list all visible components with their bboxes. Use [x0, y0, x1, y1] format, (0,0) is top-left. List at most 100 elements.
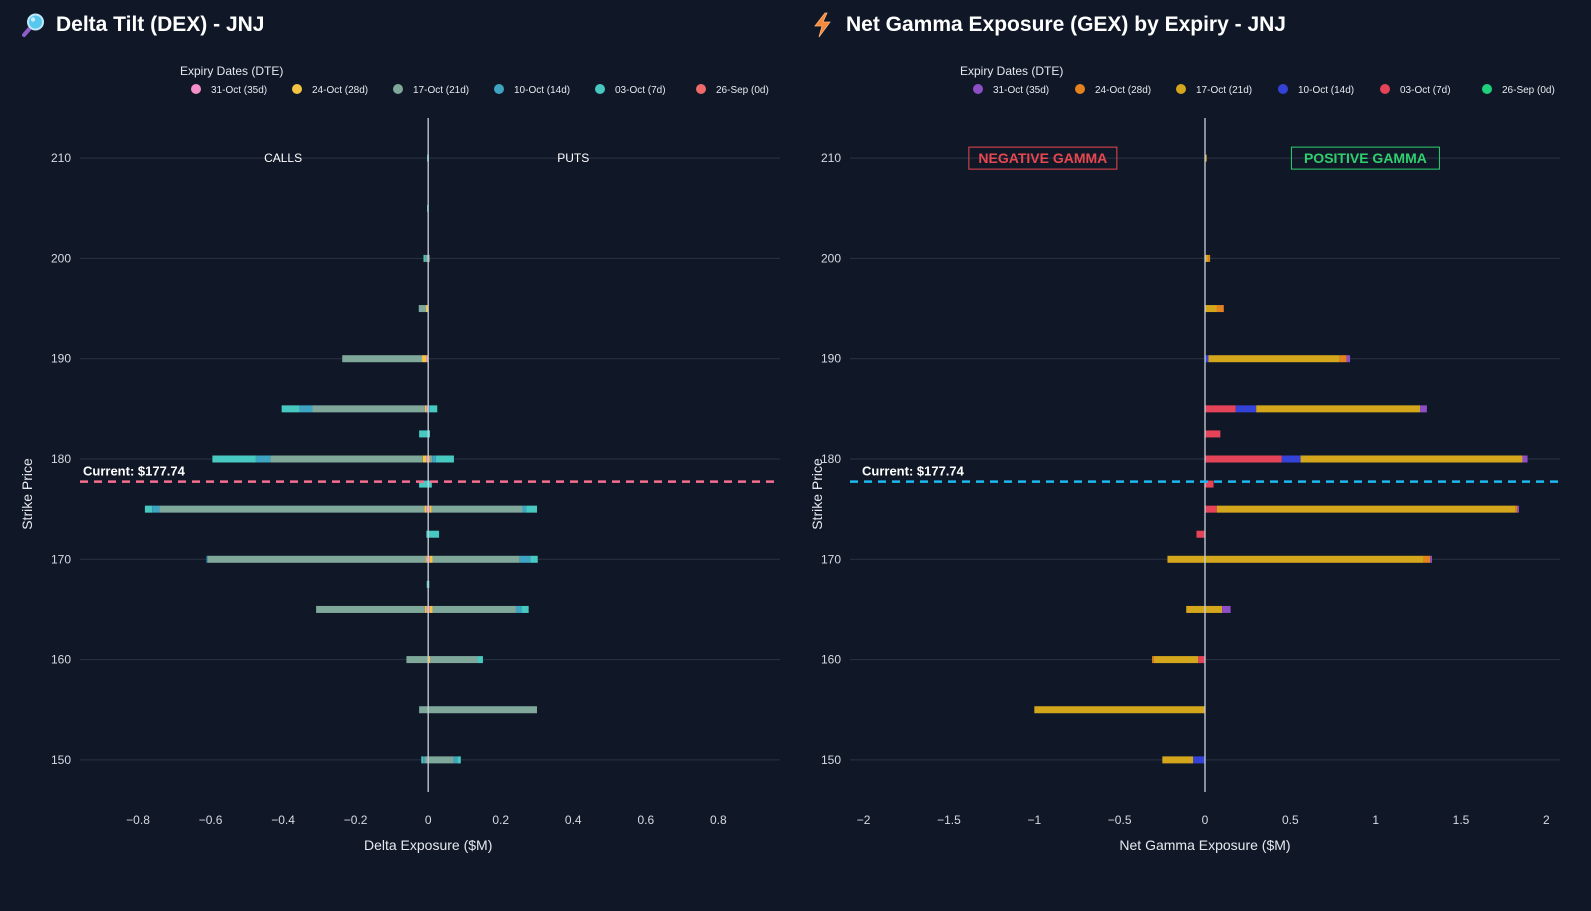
legend-marker-1	[1075, 84, 1085, 94]
legend-label-2: 17-Oct (21d)	[413, 85, 469, 96]
bar-pos-s0-3	[1205, 480, 1214, 488]
x-tick-label-8: 2	[1543, 813, 1550, 827]
bar-pos-s2-11	[428, 756, 454, 764]
lightning-icon	[814, 12, 831, 38]
x-tick-label-1: −1.5	[937, 813, 961, 827]
y-tick-label-210: 210	[51, 151, 71, 165]
bar-neg-s3-5	[1152, 656, 1154, 664]
bar-pos-s1-3	[429, 455, 431, 463]
bar-neg-s0-5	[1196, 530, 1205, 538]
y-tick-label-170: 170	[821, 552, 841, 566]
legend-label-1: 24-Oct (28d)	[1095, 85, 1151, 96]
annotation-1: PUTS	[557, 151, 589, 165]
current-price-label: Current: $177.74	[83, 464, 186, 479]
bar-neg-s2-10	[1034, 706, 1205, 714]
bar-pos-s4-3	[430, 405, 438, 413]
annotation-0: CALLS	[264, 151, 302, 165]
bar-neg-s2-3	[342, 355, 423, 363]
annotation-1: POSITIVE GAMMA	[1304, 150, 1427, 166]
bar-neg-s2-4	[312, 405, 425, 413]
x-tick-label-2: −1	[1027, 813, 1041, 827]
bar-neg-s0-1	[426, 405, 429, 413]
annotation-box-1	[1290, 146, 1440, 170]
bar-neg-s3-7	[423, 756, 425, 764]
bar-neg-s4-3	[281, 405, 300, 413]
gex-title: Net Gamma Exposure (GEX) by Expiry - JNJ	[846, 13, 1286, 36]
dex-panel: Delta Tilt (DEX) - JNJ 150 160 170 180 190 20…	[0, 0, 790, 911]
bar-neg-s2-7	[1167, 555, 1205, 563]
y-tick-label-200: 200	[821, 251, 841, 265]
bar-neg-s2-8	[1186, 605, 1205, 613]
legend-title: Expiry Dates (DTE)	[960, 64, 1063, 78]
bar-neg-s0-4	[426, 555, 429, 563]
bar-neg-s4-2	[423, 254, 426, 262]
legend-marker-2	[1176, 84, 1186, 94]
bar-neg-s2-6	[159, 505, 425, 513]
bar-neg-s2-10	[419, 706, 429, 714]
x-tick-label-5: 0.5	[1282, 813, 1299, 827]
bar-neg-s1-3	[422, 455, 427, 463]
bar-pos-s2-5	[430, 455, 433, 463]
bar-neg-s3-4	[152, 505, 160, 513]
legend-label-0: 31-Oct (35d)	[993, 85, 1049, 96]
bar-pos-s2-1	[428, 254, 430, 262]
legend-marker-4	[1380, 84, 1390, 94]
bar-pos-s4-4	[1430, 555, 1432, 563]
bar-neg-s1-6	[424, 605, 427, 613]
bar-pos-s2-8	[1205, 605, 1223, 613]
bar-pos-s2-4	[1256, 405, 1421, 413]
y-tick-label-160: 160	[51, 653, 71, 667]
bar-pos-s4-0	[1346, 355, 1351, 363]
bar-pos-s4-4	[428, 430, 430, 438]
y-tick-label-190: 190	[821, 352, 841, 366]
bar-pos-s0-1	[1205, 430, 1221, 438]
bar-neg-s2-11	[424, 756, 429, 764]
x-tick-label-7: 0.6	[637, 813, 654, 827]
legend-label-3: 10-Oct (14d)	[514, 85, 570, 96]
bar-pos-s2-7	[432, 555, 520, 563]
legend-marker-3	[1278, 84, 1288, 94]
bar-neg-s2-8	[316, 605, 425, 613]
bar-neg-s1-5	[425, 555, 427, 563]
bar-pos-s4-6	[428, 480, 432, 488]
bar-neg-s0-2	[426, 455, 429, 463]
bar-neg-s2-9	[1153, 656, 1199, 664]
dex-title: Delta Tilt (DEX) - JNJ	[56, 13, 265, 36]
y-axis-title: Strike Price	[809, 458, 825, 530]
dex-chart: 150 160 170 180 190 200 210 −0.8 −0.6 −0.4 −0.2 0 0.…	[19, 64, 780, 853]
bar-pos-s0-3	[428, 505, 430, 513]
bar-pos-s0-0	[1205, 405, 1236, 413]
bar-neg-s4-7	[144, 505, 153, 513]
bar-neg-s0-0	[426, 355, 429, 363]
magnifier-icon	[22, 13, 44, 37]
y-tick-label-150: 150	[821, 753, 841, 767]
legend-label-5: 26-Sep (0d)	[1502, 85, 1555, 96]
bar-neg-s1-2	[424, 405, 427, 413]
bar-pos-s4-12	[477, 656, 483, 664]
x-tick-label-3: −0.2	[344, 813, 368, 827]
legend-label-0: 31-Oct (35d)	[211, 85, 267, 96]
x-axis-title: Delta Exposure ($M)	[364, 837, 492, 853]
bar-pos-s4-5	[1222, 605, 1231, 613]
bar-pos-s2-0	[1205, 154, 1207, 162]
bar-pos-s1-4	[429, 505, 432, 513]
bar-pos-s4-8	[428, 530, 440, 538]
gex-chart: 150 160 170 180 190 200 210 −2 −1.5 −1 −0.5 0 0.5 1 1.…	[809, 64, 1560, 853]
bar-pos-s3-5	[519, 555, 531, 563]
legend-marker-3	[494, 84, 504, 94]
x-tick-label-5: 0.2	[492, 813, 509, 827]
bar-pos-s0-2	[1205, 455, 1282, 463]
bar-pos-s1-1	[1235, 405, 1257, 413]
bar-neg-s0-5	[426, 605, 429, 613]
bar-pos-s1-6	[429, 605, 433, 613]
bar-neg-s3-5	[206, 555, 208, 563]
bar-pos-s3-2	[428, 405, 430, 413]
bar-neg-s4-8	[426, 530, 429, 538]
legend-marker-5	[1482, 84, 1492, 94]
bar-neg-s2-2	[418, 305, 427, 313]
bar-pos-s3-3	[432, 455, 436, 463]
bar-pos-s2-10	[428, 706, 537, 714]
bar-pos-s4-9	[530, 555, 538, 563]
bar-neg-s2-7	[207, 555, 426, 563]
bar-neg-s1-4	[424, 505, 427, 513]
